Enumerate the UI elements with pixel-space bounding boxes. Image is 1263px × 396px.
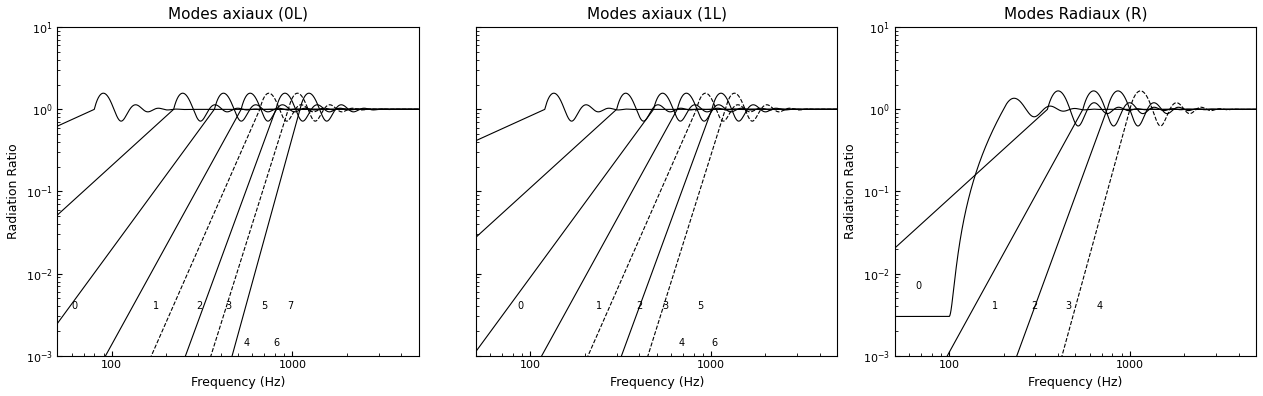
Title: Modes axiaux (1L): Modes axiaux (1L) [587, 7, 726, 22]
X-axis label: Frequency (Hz): Frequency (Hz) [191, 376, 285, 389]
Text: 3: 3 [1065, 301, 1071, 311]
Text: 1: 1 [596, 301, 602, 311]
Title: Modes axiaux (0L): Modes axiaux (0L) [168, 7, 308, 22]
Text: 2: 2 [196, 301, 202, 311]
Text: 4: 4 [678, 338, 685, 348]
Text: 1: 1 [993, 301, 998, 311]
Text: 6: 6 [274, 338, 280, 348]
Y-axis label: Radiation Ratio: Radiation Ratio [844, 144, 858, 239]
Text: 3: 3 [662, 301, 668, 311]
Text: 5: 5 [697, 301, 703, 311]
Text: 0: 0 [518, 301, 523, 311]
Y-axis label: Radiation Ratio: Radiation Ratio [6, 144, 20, 239]
Text: 3: 3 [225, 301, 231, 311]
Text: 2: 2 [1031, 301, 1037, 311]
Text: 2: 2 [637, 301, 643, 311]
X-axis label: Frequency (Hz): Frequency (Hz) [610, 376, 703, 389]
Title: Modes Radiaux (R): Modes Radiaux (R) [1004, 7, 1147, 22]
Text: 1: 1 [153, 301, 159, 311]
Text: 4: 4 [244, 338, 249, 348]
Text: 6: 6 [711, 338, 717, 348]
Text: 0: 0 [71, 301, 77, 311]
Text: 5: 5 [260, 301, 266, 311]
X-axis label: Frequency (Hz): Frequency (Hz) [1028, 376, 1123, 389]
Text: 0: 0 [916, 281, 922, 291]
Text: 4: 4 [1096, 301, 1103, 311]
Text: 7: 7 [287, 301, 293, 311]
